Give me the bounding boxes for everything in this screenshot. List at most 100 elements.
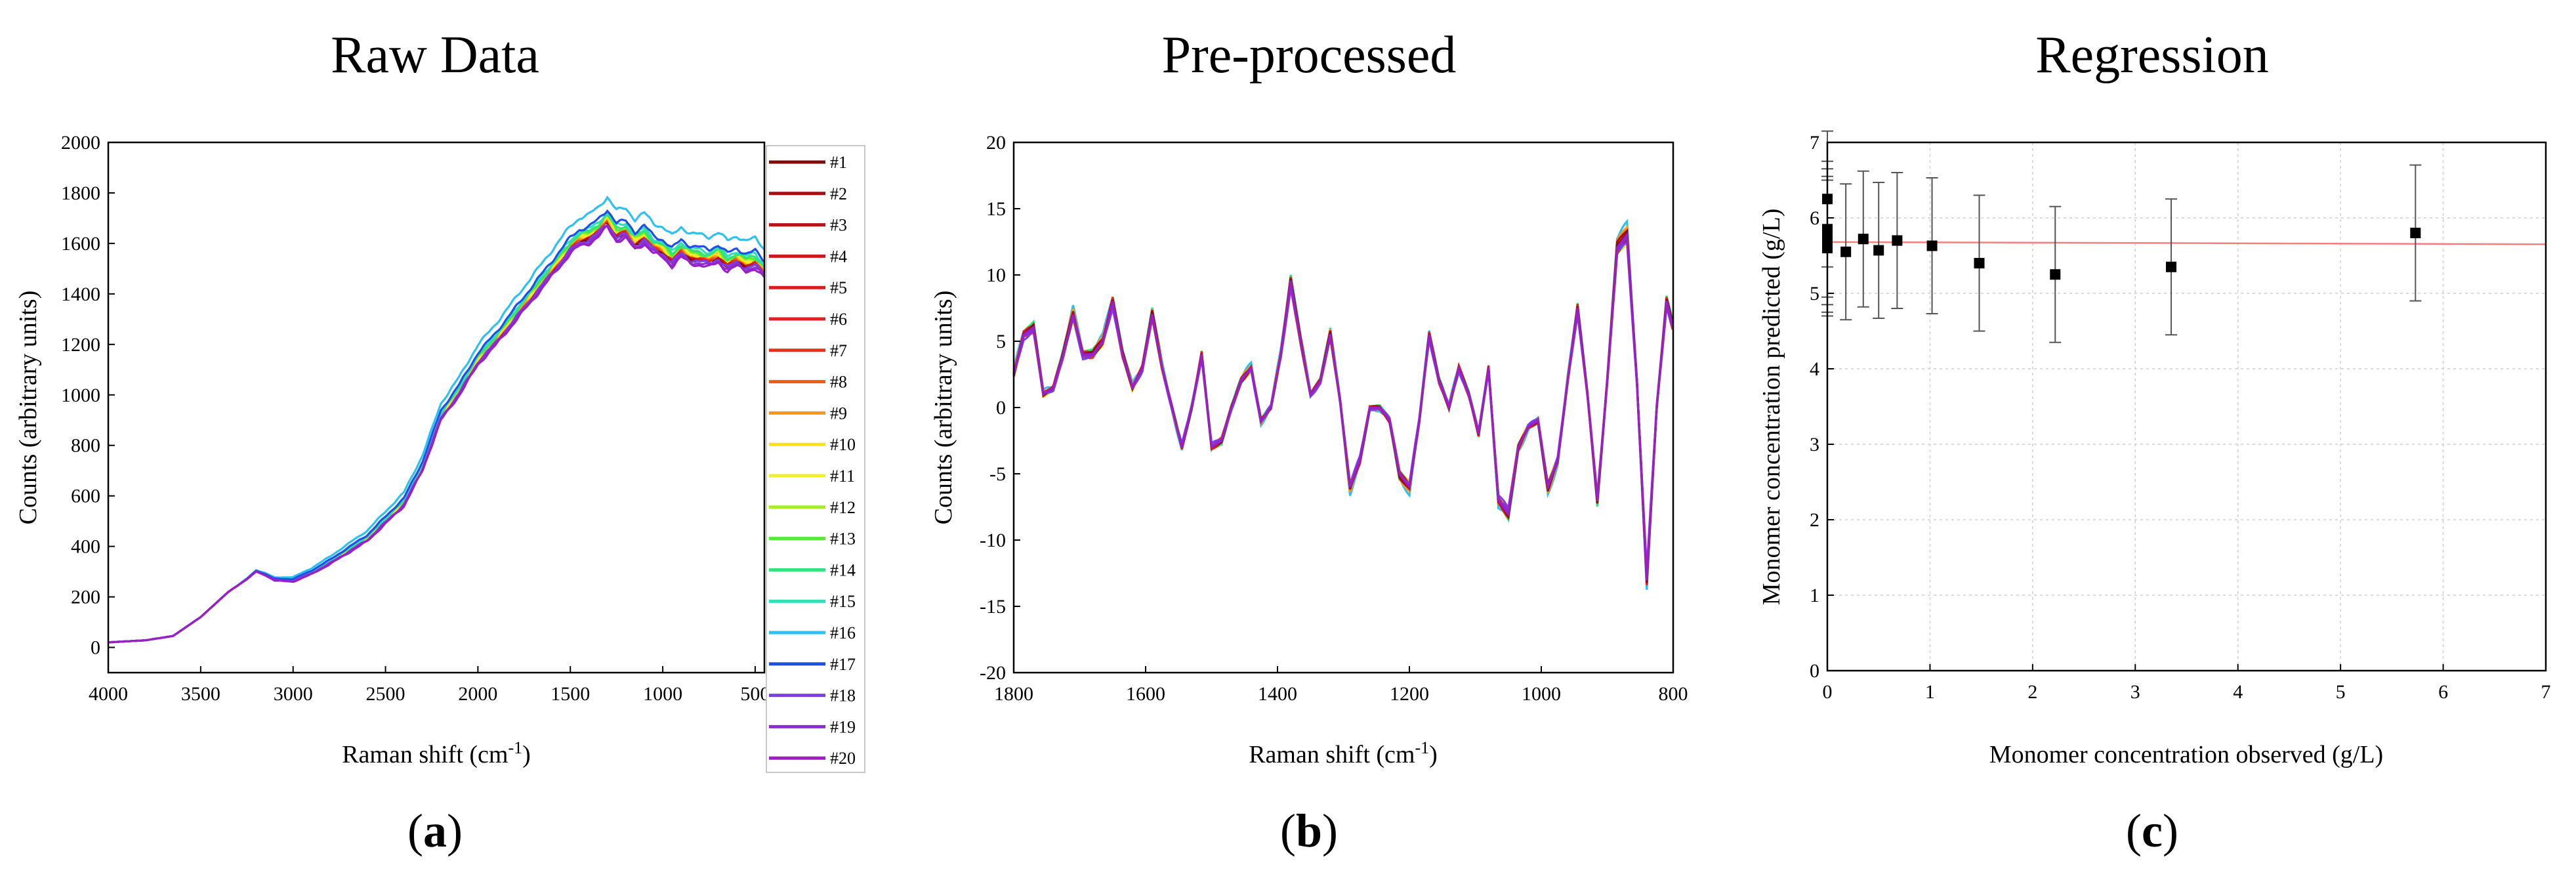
legend-label-1: #1 [830, 153, 847, 172]
regression-point-12 [2050, 269, 2061, 280]
regression-x-axis-label: Monomer concentration observed (g/L) [1989, 741, 2383, 768]
legend-label-13: #13 [830, 530, 856, 549]
legend-label-17: #17 [830, 655, 856, 674]
raw-data-y-tick-label: 0 [91, 637, 100, 659]
raw-data-y-tick-label: 800 [71, 435, 100, 457]
preprocessed-series-7 [1012, 236, 1674, 576]
raw-data-y-tick-label: 600 [71, 486, 100, 507]
regression-x-tick-label: 1 [1925, 681, 1935, 703]
preprocessed-series-13 [1012, 228, 1674, 586]
legend-box [766, 145, 865, 773]
preprocessed-series-14 [1012, 227, 1674, 585]
preprocessed-series-5 [1012, 236, 1674, 577]
regression-point-9 [1892, 235, 1903, 246]
preprocessed-series-4 [1012, 230, 1674, 582]
raw-data-legend: #1 #2 #3 #4 #5 #6 #7 #8 #9 #10 #11 #12 #13 #14 #15 #16 #… [766, 145, 865, 773]
regression-point-13 [2166, 261, 2177, 272]
legend-label-11: #11 [830, 467, 855, 486]
raw-data-y-tick-label: 200 [71, 587, 100, 608]
preprocessed-series-10 [1012, 240, 1674, 574]
legend-label-9: #9 [830, 404, 847, 423]
legend-label-12: #12 [830, 498, 856, 517]
panel-b-title: Pre-processed [1162, 26, 1457, 84]
raw-data-y-tick-label: 1600 [61, 233, 100, 255]
preprocessed-x-tick-label: 1000 [1522, 683, 1561, 705]
regression-y-axis-label: Monomer concentration predicted (g/L) [1758, 209, 1785, 606]
preprocessed-plot-frame [1012, 141, 1674, 674]
preprocessed-series-16 [1012, 219, 1674, 590]
raw-data-x-tick-label: 1000 [643, 683, 682, 705]
regression-y-tick-label: 4 [1810, 358, 1819, 380]
raw-data-x-tick-label: 2000 [458, 683, 497, 705]
raw-data-y-tick-label: 1000 [61, 385, 100, 406]
regression-x-tick-label: 2 [2027, 681, 2037, 703]
raw-data-y-tick-label: 1200 [61, 334, 100, 356]
regression-x-tick-label: 0 [1823, 681, 1833, 703]
raw-data-series-16 [108, 196, 766, 644]
regression-x-tick-label: 6 [2438, 681, 2448, 703]
raw-data-plot-frame [107, 141, 766, 674]
preprocessed-y-tick-label: -10 [980, 530, 1006, 551]
preprocessed-series-20 [1012, 232, 1674, 581]
preprocessed-series-group [1012, 219, 1674, 590]
panel-b-label: (b) [1280, 805, 1338, 857]
panel-a-title: Raw Data [331, 26, 539, 84]
regression-y-tick-label: 3 [1810, 434, 1819, 455]
preprocessed-x-tick-label: 1200 [1390, 683, 1429, 705]
raw-data-series-group [108, 196, 766, 644]
regression-y-tick-label: 2 [1810, 509, 1819, 531]
preprocessed-series-11 [1012, 226, 1674, 586]
regression-chart: 0 1 2 3 4 5 6 7 0 1 2 3 4 5 6 7 Monomer concentration … [1758, 130, 2551, 768]
legend-label-7: #7 [830, 341, 847, 360]
raw-data-x-axis-label: Raman shift (cm-1) [342, 738, 531, 768]
preprocessed-series-6 [1012, 228, 1674, 585]
raw-data-x-tick-label: 4000 [89, 683, 128, 705]
raw-data-y-axis-label: Counts (arbitrary units) [14, 291, 42, 525]
preprocessed-y-tick-label: 10 [986, 264, 1006, 286]
legend-label-18: #18 [830, 686, 856, 705]
preprocessed-x-tick-label: 1600 [1126, 683, 1165, 705]
legend-label-4: #4 [830, 247, 847, 266]
regression-y-tick-label: 6 [1810, 207, 1819, 229]
preprocessed-chart: 1800 1600 1400 1200 1000 800 -20 -15 -10 -5 0 5 10 1… [930, 132, 1688, 768]
regression-x-tick-label: 5 [2336, 681, 2346, 703]
preprocessed-x-axis-label: Raman shift (cm-1) [1249, 738, 1438, 768]
preprocessed-x-tick-label: 1400 [1258, 683, 1297, 705]
regression-point-10 [1926, 240, 1938, 251]
regression-y-tick-label: 0 [1810, 660, 1819, 682]
preprocessed-series-19 [1012, 234, 1674, 577]
panel-c-title: Regression [2035, 26, 2269, 84]
regression-point-14 [2410, 228, 2421, 238]
regression-y-tick-label: 1 [1810, 585, 1819, 606]
legend-label-19: #19 [830, 717, 856, 736]
preprocessed-y-tick-label: -15 [980, 596, 1006, 618]
legend-label-15: #15 [830, 592, 856, 611]
preprocessed-x-tick-label: 800 [1659, 683, 1688, 705]
regression-point-11 [1974, 258, 1985, 268]
preprocessed-y-tick-label: 15 [986, 198, 1006, 220]
preprocessed-y-tick-label: -20 [980, 662, 1006, 684]
regression-points-group [1821, 130, 2422, 343]
legend-label-6: #6 [830, 310, 847, 329]
raw-data-x-tick-label: 1500 [551, 683, 590, 705]
legend-label-14: #14 [830, 560, 856, 579]
regression-point-6 [1840, 246, 1852, 257]
preprocessed-y-tick-label: 5 [996, 331, 1006, 352]
panel-c-label: (c) [2126, 805, 2178, 857]
regression-point-8 [1873, 245, 1884, 256]
preprocessed-series-12 [1012, 234, 1674, 578]
raw-data-series-15 [108, 209, 766, 644]
raw-data-x-tick-label: 2500 [366, 683, 405, 705]
legend-label-5: #5 [830, 278, 847, 297]
preprocessed-y-axis-label: Counts (arbitrary units) [930, 291, 957, 525]
legend-label-16: #16 [830, 623, 856, 642]
preprocessed-series-1 [1012, 230, 1674, 582]
regression-y-tick-label: 5 [1810, 283, 1819, 304]
preprocessed-x-tick-label: 1800 [994, 683, 1033, 705]
preprocessed-y-tick-label: 0 [996, 397, 1006, 419]
legend-label-3: #3 [830, 216, 847, 235]
preprocessed-y-tick-label: 20 [986, 132, 1006, 154]
legend-label-2: #2 [830, 184, 847, 203]
regression-x-tick-label: 3 [2130, 681, 2140, 703]
preprocessed-series-15 [1012, 236, 1674, 577]
